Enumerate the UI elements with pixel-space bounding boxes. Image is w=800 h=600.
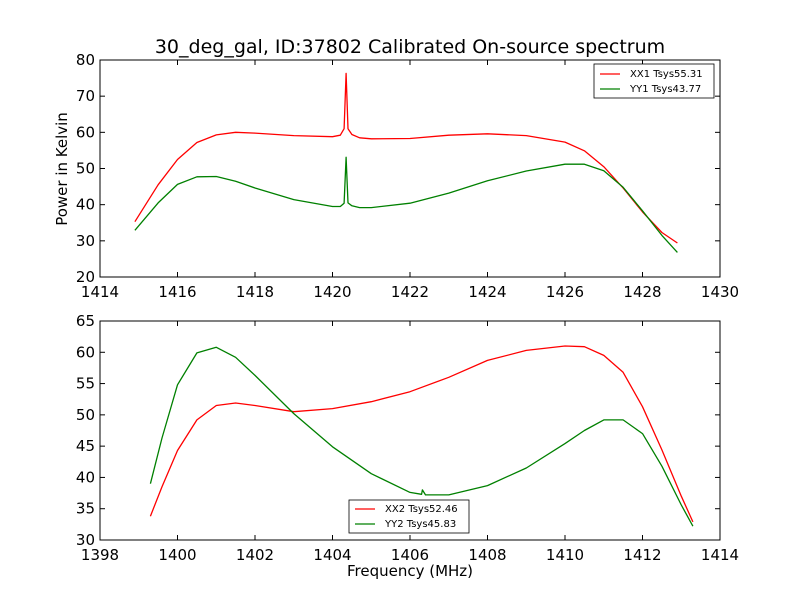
x-tick-label: 1410 [546,546,584,564]
series-line-1-1 [149,346,694,527]
bottom-legend-box [348,499,470,534]
y-tick-label: 70 [76,87,95,105]
bottom-legend: XX2 Tsys52.46 YY2 Tsys45.83 [348,499,470,534]
y-tick-label: 60 [76,123,95,141]
top-panel: 30_deg_gal, ID:37802 Calibrated On-sourc… [53,36,739,301]
x-tick-label: 1428 [623,283,661,301]
top-plot-frame [99,59,721,278]
y-tick-label: 40 [76,468,95,486]
x-tick-label: 1416 [158,283,196,301]
x-tick-label: 1412 [623,546,661,564]
x-tick-label: 1422 [391,283,429,301]
x-tick-label: 1420 [313,283,351,301]
series-line-0-0 [134,72,678,244]
y-tick-label: 50 [76,406,95,424]
top-plot-marks: 1414 1416 1418 1420 1422 1424 1426 1428 1430 20 30… [76,51,739,301]
bottom-plot-marks: 1398 1400 1402 1404 1406 1408 1410 1412 1414 30 35… [76,312,739,564]
top-legend: XX1 Tsys55.31 YY1 Tsys43.77 [593,63,715,99]
legend-label-yy2: YY2 Tsys45.83 [384,519,456,530]
y-tick-label: 30 [76,531,95,549]
y-tick-label: 40 [76,196,95,214]
y-tick-label: 30 [76,232,95,250]
x-tick-label: 1398 [81,546,119,564]
x-tick-label: 1424 [468,283,506,301]
x-axis-label-bottom: Frequency (MHz) [347,562,473,580]
legend-label-yy1: YY1 Tsys43.77 [629,84,701,95]
y-axis-label-top: Power in Kelvin [53,112,71,226]
chart-title: 30_deg_gal, ID:37802 Calibrated On-sourc… [155,36,665,58]
x-tick-label: 1406 [391,546,429,564]
y-tick-label: 45 [76,437,95,455]
y-tick-label: 35 [76,500,95,518]
y-tick-label: 80 [76,51,95,69]
y-tick-label: 55 [76,375,95,393]
y-tick-label: 50 [76,160,95,178]
x-tick-label: 1414 [81,283,119,301]
y-tick-label: 20 [76,268,95,286]
series-line-0-1 [134,156,678,253]
x-tick-label: 1414 [701,546,739,564]
bottom-plot-frame [99,320,721,541]
legend-label-xx1: XX1 Tsys55.31 [630,69,703,80]
y-tick-label: 60 [76,343,95,361]
x-tick-label: 1404 [313,546,351,564]
x-tick-label: 1408 [468,546,506,564]
bottom-panel: 1398 1400 1402 1404 1406 1408 1410 1412 1414 30 35… [76,312,739,580]
x-tick-label: 1426 [546,283,584,301]
x-tick-label: 1418 [236,283,274,301]
x-tick-label: 1402 [236,546,274,564]
x-tick-label: 1430 [701,283,739,301]
series-line-1-0 [149,345,694,523]
x-tick-label: 1400 [158,546,196,564]
legend-label-xx2: XX2 Tsys52.46 [385,504,458,515]
y-tick-label: 65 [76,312,95,330]
top-legend-box [593,63,715,99]
